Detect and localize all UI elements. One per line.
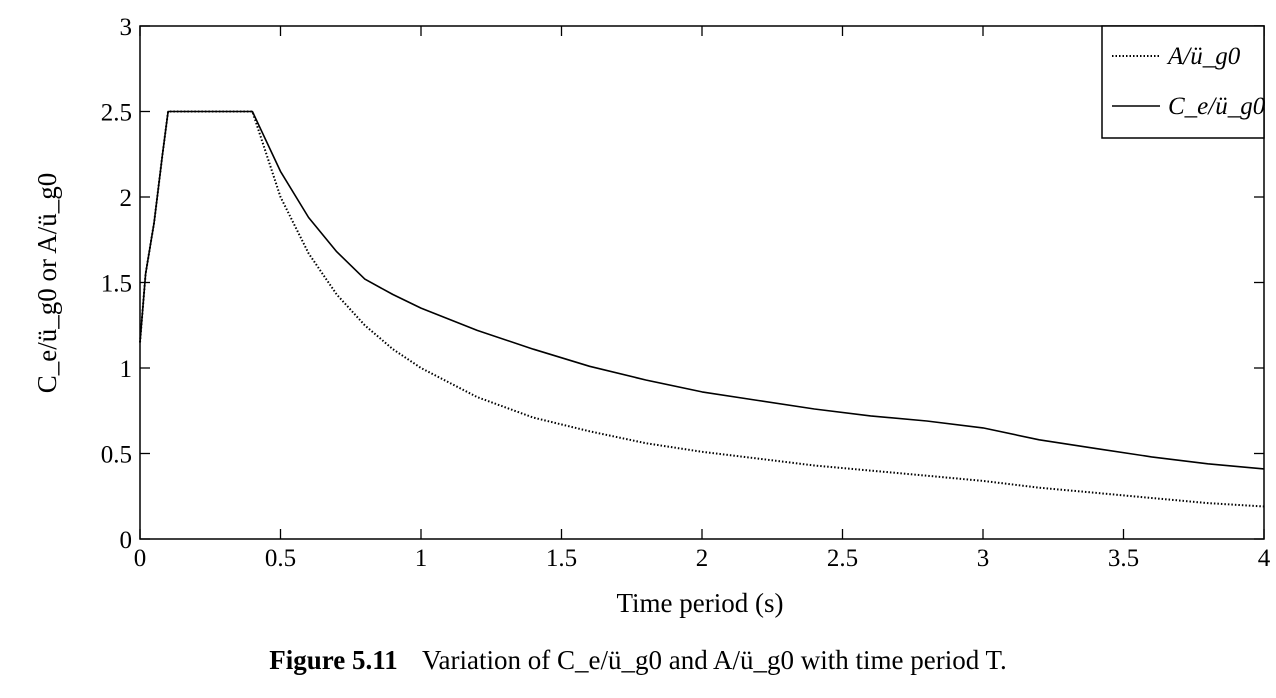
plot-frame — [139, 25, 1265, 540]
y-axis-label: C_e/ü_g0 or A/ü_g0 — [32, 173, 62, 394]
x-tick-label: 2 — [696, 545, 709, 572]
x-tick-label: 1.5 — [546, 545, 577, 572]
y-tick-label: 0 — [120, 527, 133, 554]
x-tick-label: 0 — [134, 545, 147, 572]
caption-text: Variation of C_e/ü_g0 and A/ü_g0 with ti… — [422, 645, 1007, 675]
series-line-2 — [139, 110, 1265, 470]
x-tick-label: 4 — [1258, 545, 1271, 572]
y-tick-label: 1 — [120, 356, 133, 383]
x-axis-ticks: 0 0.5 1 1.5 2 2.5 3 3.5 4 — [134, 26, 1271, 572]
caption-label: Figure 5.11 — [269, 645, 398, 675]
x-tick-label: 2.5 — [827, 545, 858, 572]
figure-caption: Figure 5.11 Variation of C_e/ü_g0 and A/… — [0, 645, 1276, 676]
series-line-1 — [139, 110, 1265, 508]
x-tick-label: 3 — [977, 545, 990, 572]
x-tick-label: 3.5 — [1108, 545, 1139, 572]
y-tick-label: 0.5 — [101, 442, 132, 469]
y-tick-label: 2.5 — [101, 100, 132, 127]
y-tick-label: 1.5 — [101, 271, 132, 298]
legend-label-2: C_e/ü_g0 — [1168, 93, 1266, 120]
legend: A/ü_g0 C_e/ü_g0 — [1101, 25, 1266, 139]
series-layer — [139, 110, 1265, 508]
plot-area — [139, 25, 1265, 540]
legend-box — [1101, 25, 1265, 139]
y-axis-label-text: C_e/ü_g0 or A/ü_g0 — [32, 173, 62, 394]
x-tick-label: 1 — [415, 545, 428, 572]
x-axis-label: Time period (s) — [617, 588, 784, 618]
y-axis-ticks: 0 0.5 1 1.5 2 2.5 3 — [101, 14, 1264, 554]
y-tick-label: 2 — [120, 185, 133, 212]
legend-label-1: A/ü_g0 — [1166, 43, 1241, 70]
x-tick-label: 0.5 — [265, 545, 296, 572]
chart: 0 0.5 1 1.5 2 2.5 3 3.5 4 0 0.5 1 1.5 2 2.5 3 Time per… — [32, 14, 1271, 618]
y-tick-label: 3 — [120, 14, 133, 41]
